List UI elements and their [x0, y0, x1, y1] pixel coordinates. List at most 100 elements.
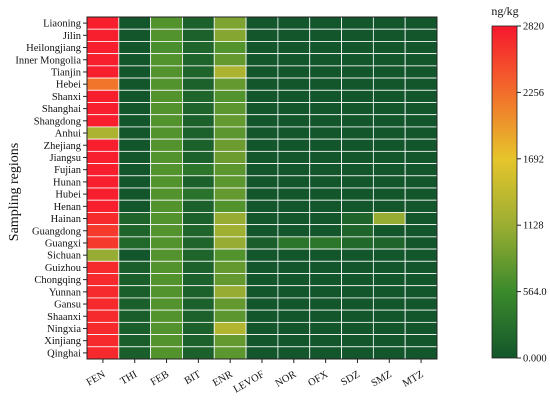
heatmap-cell: [182, 321, 215, 335]
heatmap-cell: [309, 224, 342, 238]
heatmap-cell: [277, 53, 311, 67]
heatmap-cell: [150, 346, 183, 360]
heatmap-cell: [150, 28, 183, 42]
heatmap-cell: [372, 41, 406, 55]
heatmap-cell: [213, 224, 247, 238]
heatmap-cell: [372, 126, 406, 140]
heatmap-cell: [213, 102, 247, 116]
heatmap-cell: [245, 150, 279, 164]
heatmap-cell: [118, 248, 152, 262]
heatmap-cell: [86, 150, 120, 164]
heatmap-cell: [245, 297, 279, 311]
heatmap-cell: [404, 273, 438, 287]
heatmap-cell: [245, 334, 279, 348]
heatmap-cell: [341, 260, 374, 274]
heatmap-cell: [341, 150, 374, 164]
heatmap-cell: [404, 16, 438, 30]
heatmap-cell: [404, 53, 438, 67]
heatmap-cell: [86, 297, 120, 311]
heatmap-cell: [86, 175, 120, 189]
heatmap-cell: [118, 65, 152, 79]
heatmap-cell: [118, 175, 152, 189]
heatmap-cell: [372, 187, 406, 201]
heatmap-cell: [118, 309, 152, 323]
heatmap-cell: [182, 77, 215, 91]
heatmap-cell: [404, 65, 438, 79]
heatmap-cell: [245, 114, 279, 128]
heatmap-cell: [372, 224, 406, 238]
heatmap-cell: [245, 28, 279, 42]
heatmap-cell: [245, 77, 279, 91]
y-tick-label: Yunnan: [49, 287, 82, 298]
heatmap-cell: [213, 199, 247, 213]
heatmap-cell: [245, 260, 279, 274]
heatmap-cell: [309, 297, 342, 311]
heatmap-cell: [341, 236, 374, 250]
heatmap-cell: [309, 187, 342, 201]
heatmap-cell: [213, 260, 247, 274]
heatmap-cell: [341, 297, 374, 311]
colorbar-tick-label: 564.0: [523, 287, 547, 298]
heatmap-cell: [245, 346, 279, 360]
heatmap-cell: [213, 285, 247, 299]
heatmap-cell: [86, 334, 120, 348]
y-tick-label: Anhui: [55, 129, 81, 140]
heatmap-cell: [182, 41, 215, 55]
heatmap-cell: [341, 77, 374, 91]
heatmap-cell: [245, 309, 279, 323]
heatmap-cell: [341, 138, 374, 152]
heatmap-cell: [182, 89, 215, 103]
heatmap-cell: [309, 77, 342, 91]
heatmap-cell: [245, 16, 279, 30]
heatmap-cell: [341, 89, 374, 103]
heatmap-cell: [372, 260, 406, 274]
heatmap-cell: [404, 150, 438, 164]
heatmap-cell: [182, 102, 215, 116]
heatmap-cell: [404, 248, 438, 262]
heatmap-cell: [372, 138, 406, 152]
heatmap-cell: [404, 199, 438, 213]
heatmap-cell: [372, 273, 406, 287]
heatmap-cell: [277, 41, 311, 55]
heatmap-cell: [118, 150, 152, 164]
x-tick-label: OFX: [306, 369, 330, 389]
heatmap-cell: [245, 285, 279, 299]
heatmap-cell: [150, 16, 183, 30]
heatmap-cell: [150, 89, 183, 103]
heatmap-cell: [86, 199, 120, 213]
heatmap-cell: [182, 236, 215, 250]
heatmap-cell: [213, 138, 247, 152]
colorbar-tick-label: 2256: [523, 88, 544, 99]
heatmap-cell: [118, 297, 152, 311]
heatmap-cell: [404, 236, 438, 250]
heatmap-cell: [372, 212, 406, 226]
heatmap-cell: [277, 89, 311, 103]
heatmap-cell: [277, 102, 311, 116]
heatmap-cell: [86, 163, 120, 177]
heatmap-cell: [277, 199, 311, 213]
heatmap-cell: [213, 212, 247, 226]
heatmap-cell: [245, 126, 279, 140]
heatmap-cell: [404, 212, 438, 226]
heatmap-cell: [182, 16, 215, 30]
heatmap-cell: [277, 138, 311, 152]
heatmap-cell: [150, 53, 183, 67]
heatmap-cell: [341, 212, 374, 226]
y-tick-label: Shangdong: [34, 116, 82, 127]
heatmap-cell: [404, 321, 438, 335]
heatmap-cell: [341, 321, 374, 335]
heatmap-cell: [213, 346, 247, 360]
heatmap-cell: [277, 285, 311, 299]
heatmap-cell: [182, 285, 215, 299]
y-tick-label: Inner Mongolia: [15, 55, 81, 66]
heatmap-cell: [118, 334, 152, 348]
heatmap-cell: [86, 212, 120, 226]
heatmap-cell: [182, 65, 215, 79]
heatmap-cell: [150, 273, 183, 287]
heatmap-cell: [372, 77, 406, 91]
y-tick-label: Guangdong: [32, 226, 82, 237]
heatmap-cell: [277, 114, 311, 128]
heatmap-cell: [118, 41, 152, 55]
heatmap-cell: [118, 138, 152, 152]
y-tick-label: Jiangsu: [50, 153, 82, 164]
